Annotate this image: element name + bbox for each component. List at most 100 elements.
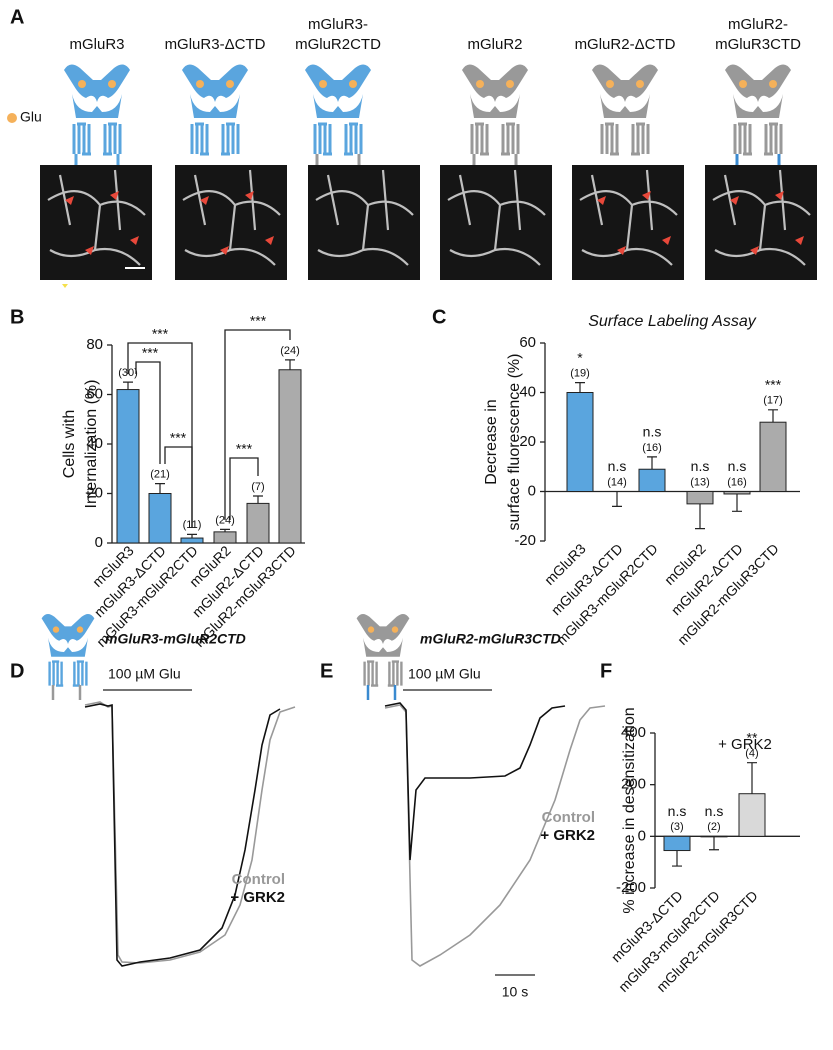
bar bbox=[738, 793, 766, 837]
cell-outline bbox=[447, 169, 546, 266]
arrowhead bbox=[795, 236, 804, 245]
error-bar bbox=[253, 495, 263, 504]
error-bar bbox=[612, 491, 622, 507]
significance-label: *** bbox=[152, 326, 169, 342]
arrowhead bbox=[220, 246, 229, 255]
significance-label: n.s bbox=[643, 424, 662, 440]
bar bbox=[686, 491, 714, 505]
bar bbox=[116, 389, 140, 544]
significance-label: n.s bbox=[728, 458, 747, 474]
n-label: (16) bbox=[727, 476, 747, 488]
n-label: (21) bbox=[150, 469, 170, 481]
cell-outline bbox=[47, 169, 146, 266]
error-bar bbox=[575, 382, 585, 393]
glu-dot bbox=[7, 113, 17, 123]
glu-legend: Glu bbox=[20, 109, 42, 125]
construct-label: mGluR2-ΔCTD bbox=[575, 36, 676, 53]
panel-label: B bbox=[10, 306, 24, 328]
receptor-cartoon bbox=[460, 62, 530, 156]
chart-title: Surface Labeling Assay bbox=[588, 313, 757, 330]
y-axis-label: Decrease in bbox=[483, 399, 500, 484]
arrowhead bbox=[200, 196, 209, 205]
n-label: (24) bbox=[280, 345, 300, 357]
y-tick-label: -200 bbox=[616, 879, 646, 896]
arrowhead bbox=[65, 196, 74, 205]
n-label: (3) bbox=[670, 821, 683, 833]
arrowhead bbox=[85, 246, 94, 255]
n-label: (19) bbox=[570, 368, 590, 380]
panel-label: A bbox=[10, 6, 24, 28]
significance-label: n.s bbox=[691, 458, 710, 474]
significance-label: n.s bbox=[668, 803, 687, 819]
significance-bracket bbox=[127, 342, 193, 528]
y-tick-label: 20 bbox=[86, 484, 103, 501]
significance-label: *** bbox=[142, 345, 159, 361]
legend-grk2: + GRK2 bbox=[230, 889, 285, 906]
cell-outline bbox=[712, 169, 811, 266]
tail bbox=[51, 685, 82, 700]
n-label: (7) bbox=[251, 481, 264, 493]
error-bar bbox=[285, 359, 295, 370]
arrowhead bbox=[130, 236, 139, 245]
bar bbox=[700, 835, 728, 838]
n-label: (13) bbox=[690, 476, 710, 488]
significance-bracket bbox=[229, 457, 259, 520]
receptor-cartoon bbox=[355, 612, 411, 687]
y-tick-label: 0 bbox=[638, 827, 646, 844]
y-tick-label: 0 bbox=[528, 482, 536, 499]
y-tick-label: 0 bbox=[95, 534, 103, 551]
n-label: (2) bbox=[707, 821, 720, 833]
error-bar bbox=[747, 762, 757, 794]
panel-label: C bbox=[432, 306, 446, 328]
construct-label: mGluR2 bbox=[467, 36, 522, 53]
receptor-cartoon bbox=[62, 62, 132, 156]
construct-label: mGluR3-ΔCTD bbox=[165, 36, 266, 53]
significance-label: n.s bbox=[705, 803, 724, 819]
n-label: (16) bbox=[642, 442, 662, 454]
control-trace bbox=[84, 701, 296, 964]
n-label: (4) bbox=[745, 748, 758, 760]
panel-label: D bbox=[10, 660, 24, 682]
arrowhead bbox=[265, 236, 274, 245]
significance-bracket bbox=[164, 446, 193, 528]
legend-grk2: + GRK2 bbox=[540, 827, 595, 844]
bar bbox=[759, 421, 787, 493]
construct-label: mGluR3- bbox=[308, 16, 368, 33]
error-bar bbox=[732, 493, 742, 512]
significance-label: * bbox=[577, 349, 583, 365]
arrowhead bbox=[642, 191, 651, 200]
cell-outline bbox=[182, 169, 281, 266]
y-tick-label: 60 bbox=[86, 385, 103, 402]
arrowhead bbox=[775, 191, 784, 200]
cell-outline bbox=[579, 169, 678, 266]
bar bbox=[663, 835, 691, 852]
y-axis-label: Cells with bbox=[61, 410, 78, 478]
arrowhead bbox=[730, 196, 739, 205]
significance-label: *** bbox=[236, 441, 253, 457]
arrowhead bbox=[662, 236, 671, 245]
grk2-trace bbox=[384, 702, 566, 861]
y-tick-label: 400 bbox=[621, 724, 646, 741]
y-axis-label: surface fluorescence (%) bbox=[506, 354, 523, 531]
error-bar bbox=[709, 836, 719, 851]
bar bbox=[278, 369, 302, 544]
y-axis-label: Internalization (%) bbox=[83, 380, 100, 509]
bar bbox=[246, 502, 270, 544]
significance-label: *** bbox=[250, 313, 267, 329]
cell-outline bbox=[315, 169, 414, 266]
significance-label: n.s bbox=[608, 458, 627, 474]
arrowhead bbox=[597, 196, 606, 205]
significance-bracket bbox=[135, 361, 161, 464]
bar bbox=[723, 491, 751, 495]
micrograph bbox=[175, 165, 287, 280]
n-label: (14) bbox=[607, 476, 627, 488]
error-bar bbox=[768, 409, 778, 423]
receptor-cartoon bbox=[723, 62, 793, 156]
construct-label: mGluR2- bbox=[728, 16, 788, 33]
y-tick-label: 20 bbox=[519, 433, 536, 450]
micrograph bbox=[40, 165, 152, 280]
marker bbox=[62, 284, 68, 288]
stimulus-label: 100 µM Glu bbox=[108, 666, 181, 682]
trace-title: mGluR2-mGluR3CTD bbox=[420, 631, 561, 647]
